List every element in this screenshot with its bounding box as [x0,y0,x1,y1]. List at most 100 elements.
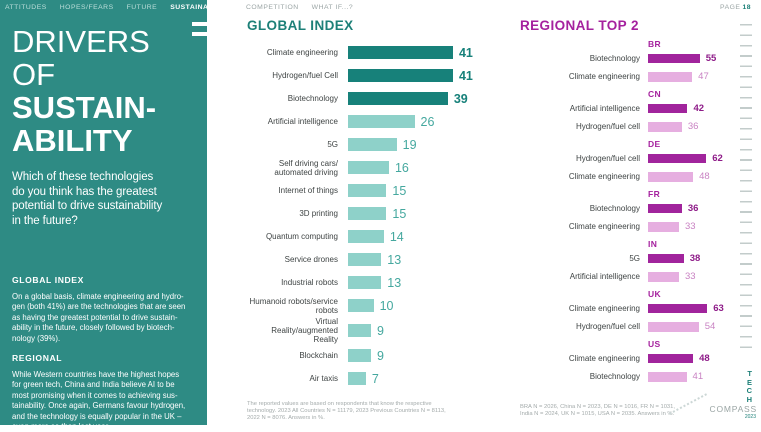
bar [348,299,374,312]
bar-value: 9 [377,348,384,363]
bar-label: Artificial intelligence [267,117,338,126]
bar-value: 14 [389,229,404,244]
nav-tab-attitudes[interactable]: ATTITUDES [5,3,47,11]
bar-value: 13 [387,252,402,267]
nav-tab-what-if[interactable]: WHAT IF...? [311,3,354,11]
survey-question: Which of these technologies do you think… [12,171,163,227]
country-code-label: IN [648,239,658,249]
page-indicator: PAGE 18 [720,4,751,11]
logo-letter: C [746,386,752,395]
bar-value: 10 [379,298,394,313]
regional-chart-row: Biotechnology 36 [520,199,735,218]
bar [648,253,684,263]
regional-chart-row: Hydrogen/fuel cell 36 [520,118,735,137]
bar [348,276,382,289]
logo-compass-word: COMPASS [709,404,757,414]
bar [348,184,387,197]
nav-tab-hopes-fears[interactable]: HOPES/FEARS [59,3,114,11]
bar-track: 13 [348,253,499,267]
bar-track: 47 [648,71,735,82]
bar-value: 15 [392,183,407,198]
sidebar-global-index-heading: GLOBAL INDEX [12,275,84,285]
bar-value: 33 [685,221,696,233]
bar-track: 36 [648,203,735,214]
bar-value: 36 [687,121,699,133]
bar-label: Artificial intelligence [569,103,640,113]
regional-country-group: DE Hydrogen/fuel cell 62 Climate engineerin… [520,139,735,186]
sidebar-ticks-decoration [192,22,207,42]
bar-value: 41 [458,68,473,83]
logo-year: 2023 [744,414,756,420]
bar [648,322,699,332]
bar-value: 48 [699,171,710,183]
regional-country-group: US Climate engineering 48 Biotechnology 41 [520,339,735,386]
bar-label: Biotechnology [589,203,640,213]
bar [648,272,680,282]
logo-letter: T [747,369,752,378]
bar-value: 7 [371,371,379,386]
bar-value: 39 [453,91,468,106]
bar-label: Quantum computing [265,232,338,241]
bar [648,372,687,382]
global-chart-row: Service drones 13 [247,248,499,271]
bar [648,153,707,163]
sidebar-regional-heading: REGIONAL [12,353,63,364]
bar [348,115,415,128]
bar-label: Hydrogen/fuel cell [575,322,640,332]
bar-value: 13 [387,275,402,290]
regional-chart-groups: BR Biotechnology 55 Climate engineering 47 CN… [520,39,735,386]
global-chart-row: Hydrogen/fuel Cell 41 [247,64,499,87]
bar [348,69,453,82]
bar [348,161,389,174]
page-title-line2: SUSTAIN- [12,90,157,125]
bar-track: 62 [648,153,735,164]
nav-tab-competition[interactable]: COMPETITION [245,3,299,11]
nav-tab-future[interactable]: FUTURE [126,3,158,11]
bar-label: Hydrogen/fuel Cell [272,71,338,80]
regional-country-group: CN Artificial intelligence 42 Hydrogen/fuel… [520,89,735,136]
bar-label: Biotechnology [589,372,640,382]
global-chart-row: Air taxis 7 [247,367,499,390]
bar-label: 5G [327,140,338,149]
bar-track: 9 [348,349,499,363]
bar-value: 41 [692,371,704,383]
global-chart-row: Artificial intelligence 26 [247,110,499,133]
global-chart-rows: Climate engineering 41 Hydrogen/fuel Cell 4… [247,41,499,390]
bar-track: 42 [648,103,735,114]
bar-track: 16 [348,161,499,175]
global-chart-row: Humanoid robots/service robots 10 [247,294,499,317]
bar-track: 7 [348,372,499,386]
bar-label: Climate engineering [266,48,338,57]
regional-chart-row: Hydrogen/fuel cell 62 [520,149,735,168]
bar-track: 15 [348,184,499,198]
bar-label: Biotechnology [287,94,338,103]
bar [348,138,397,151]
regional-country-group: BR Biotechnology 55 Climate engineering 47 [520,39,735,86]
bar-track: 26 [348,115,499,129]
regional-country-group: IN 5G 38 Artificial intelligence 33 [520,239,735,286]
bar-label: Humanoid robots/service robots [249,296,338,315]
bar-track: 9 [348,324,499,338]
bar-label: Internet of things [278,186,338,195]
bar-value: 42 [693,102,705,114]
regional-chart-title: REGIONAL TOP 2 [520,18,639,33]
nav-tab-sustainability[interactable]: SUSTAINABILITY [170,3,233,11]
regional-chart-row: Climate engineering 48 [520,168,735,187]
bar [348,324,372,337]
regional-country-group: FR Biotechnology 36 Climate engineering 33 [520,189,735,236]
regional-chart-row: Artificial intelligence 42 [520,99,735,118]
logo-letter: E [746,377,752,387]
sidebar-global-index-text: On a global basis, climate engineering a… [12,292,186,343]
country-code-label: UK [648,289,662,299]
bar-track: 36 [648,121,735,132]
bar-label: Virtual Reality/augmented Reality [271,317,338,344]
bar [648,303,708,313]
bar-track: 48 [648,171,735,182]
sidebar-panel: DRIVERS OF SUSTAIN- ABILITY Which of the… [0,0,207,431]
bar-label: Climate engineering [568,72,640,82]
bar-value: 15 [392,206,407,221]
bar-label: Climate engineering [568,303,640,313]
bar [648,53,700,63]
